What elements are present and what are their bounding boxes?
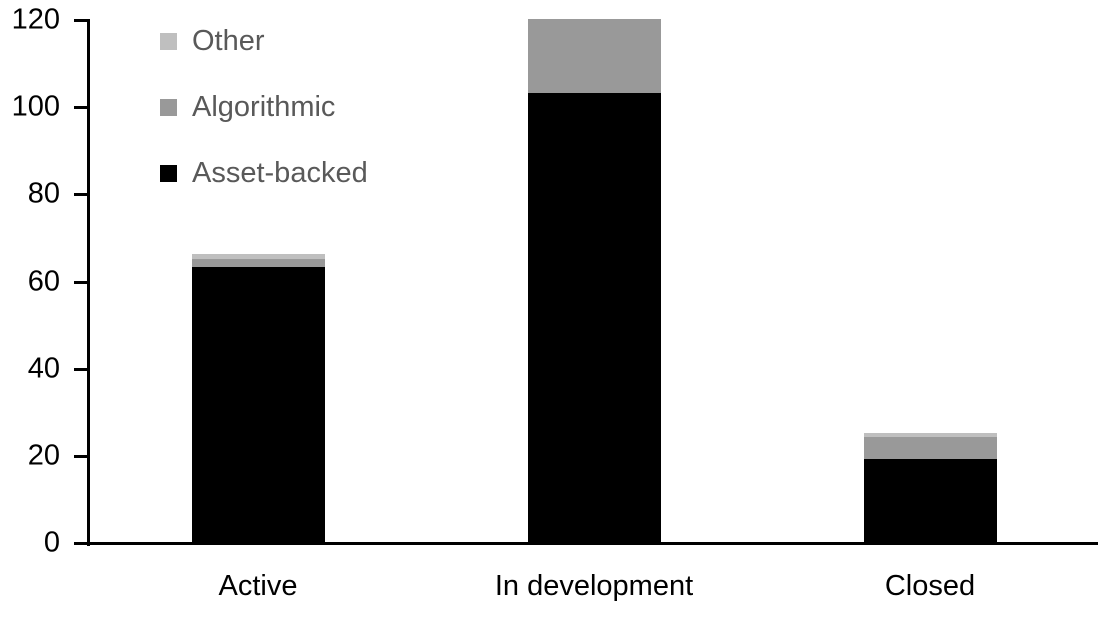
legend-item-label: Asset-backed bbox=[192, 157, 368, 189]
y-axis-tick-mark bbox=[74, 193, 87, 196]
y-axis-tick-mark bbox=[74, 368, 87, 371]
x-axis-category-label: Active bbox=[218, 570, 298, 602]
bar-segment-asset-backed bbox=[191, 267, 325, 542]
y-axis-tick-label: 100 bbox=[11, 90, 60, 123]
y-axis-tick-label: 60 bbox=[27, 265, 60, 297]
legend-swatch-icon bbox=[160, 165, 177, 182]
y-axis-tick-mark bbox=[74, 106, 87, 109]
y-axis-tick-label: 20 bbox=[27, 439, 60, 472]
bar-segment-algorithmic bbox=[527, 19, 661, 94]
x-axis-line bbox=[87, 542, 1098, 545]
x-axis-category-label: Closed bbox=[884, 570, 976, 602]
legend-item-algorithmic: Algorithmic bbox=[160, 91, 335, 124]
y-axis-tick-mark bbox=[74, 542, 87, 545]
y-axis-tick-label: 40 bbox=[27, 352, 60, 385]
y-axis-tick-mark bbox=[74, 455, 87, 458]
bar-segment-asset-backed bbox=[527, 93, 661, 542]
y-axis-tick-mark bbox=[74, 19, 87, 22]
legend-item-label: Algorithmic bbox=[192, 91, 336, 123]
y-axis-tick-label: 80 bbox=[27, 177, 60, 210]
bar-segment-algorithmic bbox=[863, 437, 997, 460]
y-axis-tick-label: 120 bbox=[11, 3, 60, 36]
bar-segment-asset-backed bbox=[863, 459, 997, 542]
bar-segment-algorithmic bbox=[191, 258, 325, 268]
y-axis-tick-mark bbox=[74, 281, 87, 284]
y-axis-tick-label: 0 bbox=[43, 526, 60, 559]
legend-item-asset-backed: Asset-backed bbox=[160, 157, 368, 190]
legend-swatch-icon bbox=[160, 99, 177, 116]
bar-segment-other bbox=[191, 254, 325, 259]
legend-item-label: Other bbox=[192, 25, 265, 57]
legend-item-other: Other bbox=[160, 25, 265, 58]
x-axis-category-label: In development bbox=[494, 570, 694, 602]
y-axis-line bbox=[87, 19, 90, 546]
bar-segment-other bbox=[863, 433, 997, 438]
legend-swatch-icon bbox=[160, 33, 177, 50]
